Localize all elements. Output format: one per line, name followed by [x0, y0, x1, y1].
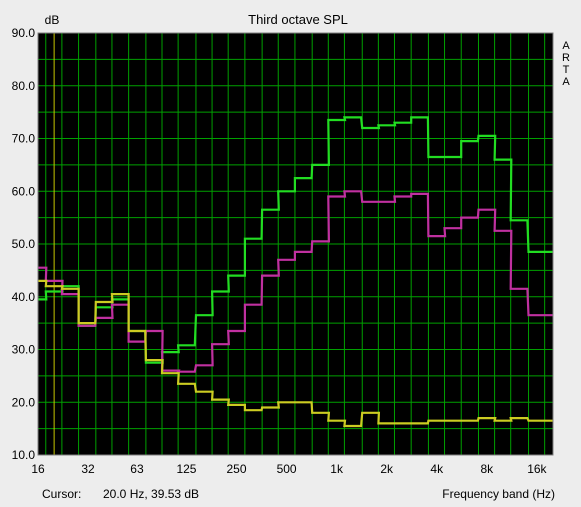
plot-frame — [37, 32, 554, 456]
y-tick-label: 70.0 — [12, 132, 36, 146]
x-tick-label: 125 — [176, 462, 196, 476]
y-tick-label: 10.0 — [12, 448, 36, 462]
series-line-1 — [38, 116, 553, 364]
arta-letter: R — [562, 52, 570, 64]
y-tick-label: 90.0 — [12, 26, 36, 40]
y-tick-label: 80.0 — [12, 79, 36, 93]
y-tick-label: 60.0 — [12, 184, 36, 198]
series-line-3 — [38, 279, 553, 428]
x-tick-label: 16 — [31, 462, 45, 476]
grid — [38, 33, 553, 455]
y-tick-label: 50.0 — [12, 237, 36, 251]
x-tick-label: 2k — [380, 462, 394, 476]
x-tick-label: 250 — [227, 462, 247, 476]
x-tick-label: 63 — [130, 462, 144, 476]
x-tick-label: 8k — [480, 462, 494, 476]
series-layer — [38, 116, 553, 428]
x-tick-label: 500 — [277, 462, 297, 476]
cursor-label: Cursor: — [42, 487, 81, 501]
y-tick-label: 20.0 — [12, 395, 36, 409]
y-axis-label: dB — [45, 13, 60, 27]
arta-letter: A — [562, 76, 570, 88]
x-tick-label: 32 — [81, 462, 95, 476]
x-tick-label: 16k — [527, 462, 547, 476]
series-line-2 — [38, 190, 553, 373]
x-axis-label: Frequency band (Hz) — [442, 487, 555, 501]
x-tick-label: 4k — [430, 462, 444, 476]
x-tick-label: 1k — [330, 462, 344, 476]
arta-letter: A — [562, 40, 570, 52]
cursor-readout: 20.0 Hz, 39.53 dB — [103, 487, 199, 501]
arta-letter: T — [563, 64, 570, 76]
chart-title: Third octave SPL — [248, 12, 348, 27]
y-tick-label: 40.0 — [12, 290, 36, 304]
x-tick-labels: 16 32 63 125 250 500 1k 2k 4k 8k 16k — [31, 462, 547, 476]
y-tick-label: 30.0 — [12, 343, 36, 357]
y-tick-labels: 90.0 80.0 70.0 60.0 50.0 40.0 30.0 20.0 10.0 — [12, 26, 36, 462]
